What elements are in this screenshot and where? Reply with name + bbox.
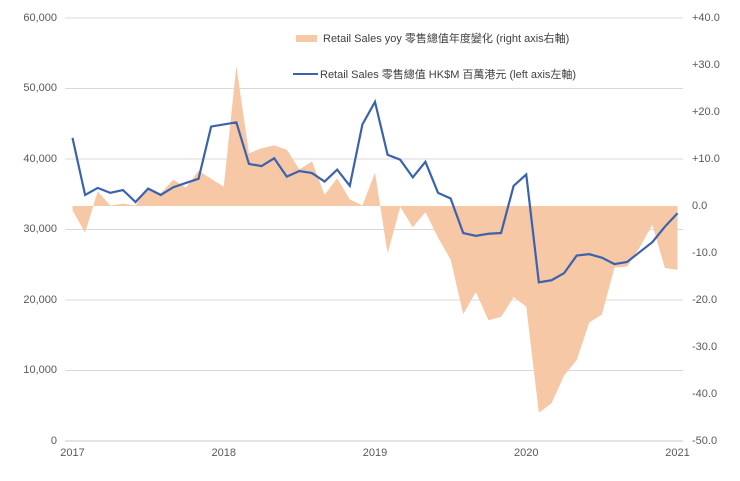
right-axis-label: +10.0 [692,152,720,165]
x-axis-label: 2020 [514,447,539,459]
x-axis-label: 2019 [362,447,388,459]
right-axis-label: -10.0 [692,246,718,259]
x-axis-label: 2017 [60,447,85,459]
left-axis-label: 50,000 [23,82,57,94]
right-axis-label: -40.0 [692,387,718,400]
yoy-area-series [72,65,678,413]
x-axis-label: 2018 [211,447,236,459]
right-axis-label: +30.0 [692,58,720,71]
left-axis-label: 20,000 [23,293,57,306]
left-axis-label: 10,000 [23,364,57,376]
right-axis-label: -30.0 [692,340,718,353]
right-axis-label: -20.0 [692,293,718,306]
right-axis-label: 0.0 [692,199,708,212]
right-axis-label: +40.0 [692,11,720,24]
retail-sales-line-series [71,98,679,284]
left-axis-label: 40,000 [23,152,57,165]
right-axis-label: -50.0 [692,434,718,447]
right-axis-label: +20.0 [692,105,720,118]
x-axis-label: 2021 [665,447,690,459]
left-axis-label: 0 [50,434,57,447]
left-axis-label: 60,000 [23,11,57,24]
left-axis-label: 30,000 [23,223,57,235]
